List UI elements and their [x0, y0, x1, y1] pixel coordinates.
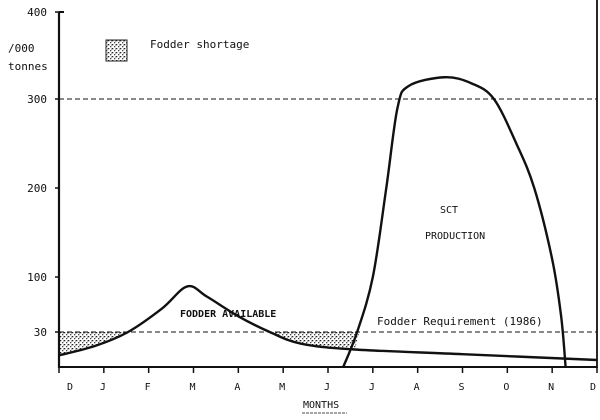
- x-tick-label: N: [548, 382, 554, 393]
- x-tick-label: O: [503, 382, 509, 393]
- annotation-fodder-available: FODDER AVAILABLE: [180, 309, 276, 320]
- reference-lines: [59, 98, 597, 333]
- x-axis-label: MONTHS: [303, 400, 339, 411]
- y-axis-label-line2: tonnes: [8, 60, 48, 73]
- y-tick-label: 200: [27, 182, 47, 195]
- x-tick-label: A: [234, 382, 240, 393]
- x-tick-label: M: [189, 382, 195, 393]
- fodder-available-line: [58, 284, 598, 362]
- legend-label: Fodder shortage: [150, 38, 249, 51]
- x-tick-label: D: [590, 382, 596, 393]
- x-tick-label: J: [100, 382, 106, 393]
- sct-production-line: [342, 76, 567, 368]
- x-tick-label: F: [145, 382, 151, 393]
- annotation-fodder-requirement: Fodder Requirement (1986): [377, 315, 543, 328]
- x-tick-label: S: [458, 382, 464, 393]
- x-tick-label: A: [414, 382, 420, 393]
- shortage-shading: [59, 332, 360, 356]
- y-tick-label: 30: [34, 326, 47, 339]
- x-tick-label: J: [324, 382, 330, 393]
- x-tick-label: J: [369, 382, 375, 393]
- y-tick-label: 100: [27, 271, 47, 284]
- annotation-sct: SCT: [440, 205, 458, 216]
- series: [58, 76, 598, 368]
- annotation-production: PRODUCTION: [425, 231, 485, 242]
- x-tick-label: M: [279, 382, 285, 393]
- shortage-region: [59, 332, 129, 356]
- x-tick-label: D: [67, 382, 73, 393]
- axes: 30 100 200 300 400 D J F M A M J J A S O N D: [27, 0, 598, 393]
- legend-swatch-fodder-shortage: [105, 39, 128, 62]
- y-tick-label: 300: [27, 93, 47, 106]
- shortage-region: [269, 332, 360, 350]
- y-axis-label-line1: /000: [8, 42, 35, 55]
- y-tick-label: 400: [27, 6, 47, 19]
